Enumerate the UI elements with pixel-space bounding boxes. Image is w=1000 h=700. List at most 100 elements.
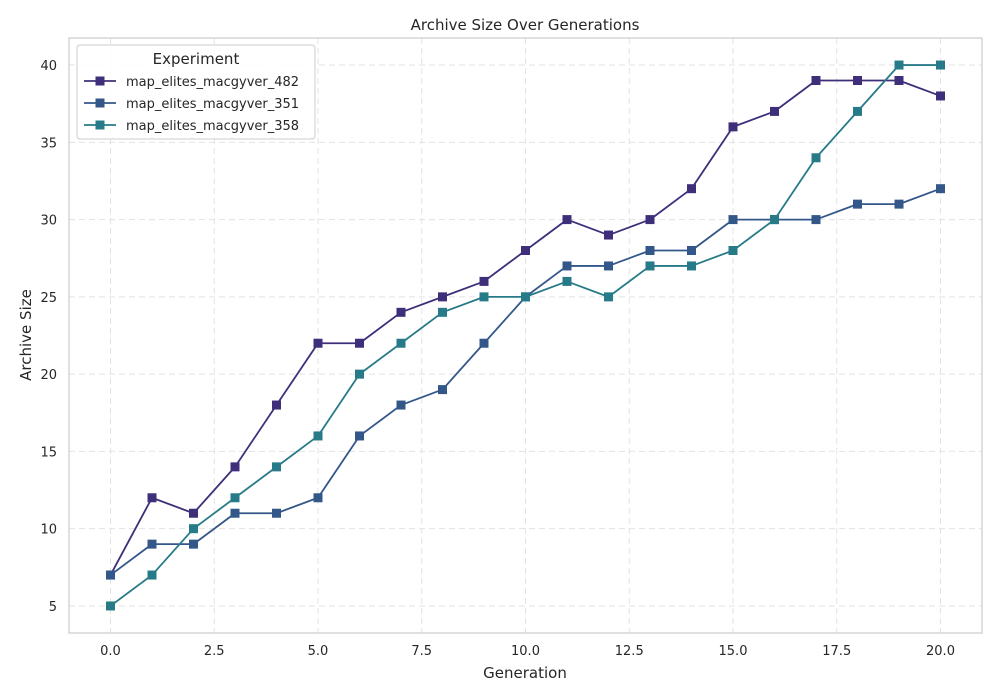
x-tick-label: 0.0 [100, 644, 121, 659]
data-point [770, 106, 779, 116]
data-point [272, 508, 281, 518]
data-point [396, 338, 406, 348]
data-point [479, 276, 489, 286]
data-point [562, 276, 572, 286]
x-tick-label: 10.0 [511, 644, 540, 659]
data-point [728, 215, 738, 225]
data-point [313, 431, 323, 441]
y-tick-label: 25 [40, 291, 57, 306]
legend-entries: map_elites_macgyver_482 map_elites_macgyv… [84, 75, 299, 134]
data-point [189, 508, 198, 518]
data-point [894, 76, 904, 85]
data-point [313, 493, 323, 503]
data-point [811, 76, 821, 85]
data-point [853, 106, 862, 116]
data-point [645, 261, 655, 271]
plot-area-frame [68, 37, 983, 634]
y-axis-ticks: 5 10 15 20 25 30 35 40 [40, 59, 57, 615]
data-point [396, 307, 406, 317]
legend: Experiment map_elites_macgyver_482map_el… [76, 44, 316, 140]
data-point [230, 493, 240, 503]
legend-label: map_elites_macgyver_358 [126, 119, 299, 134]
x-tick-label: 20.0 [926, 644, 955, 659]
x-tick-label: 15.0 [719, 644, 748, 659]
data-point [189, 524, 198, 534]
data-point [438, 292, 447, 302]
y-tick-label: 10 [40, 523, 57, 538]
data-point [604, 261, 613, 271]
grid-lines [69, 38, 982, 633]
series-layer [106, 60, 945, 611]
data-point [438, 385, 447, 395]
data-point [687, 246, 696, 255]
y-tick-label: 20 [40, 368, 57, 383]
data-point [645, 246, 655, 255]
legend-marker [95, 76, 105, 86]
data-point [936, 184, 945, 194]
data-point [604, 292, 613, 302]
data-point [687, 261, 696, 271]
legend-label: map_elites_macgyver_351 [126, 97, 299, 112]
data-point [521, 246, 530, 255]
legend-box [76, 44, 316, 140]
data-point [479, 292, 489, 302]
data-point [479, 338, 489, 348]
legend-entry: map_elites_macgyver_351 [84, 97, 299, 112]
data-point [147, 570, 157, 580]
data-point [728, 246, 738, 255]
data-point [521, 292, 530, 302]
y-axis-label: Archive Size [17, 289, 35, 381]
data-point [147, 539, 157, 549]
series-3 [106, 60, 945, 611]
x-tick-label: 2.5 [204, 644, 225, 659]
y-tick-label: 35 [40, 136, 57, 151]
data-point [230, 508, 240, 518]
data-point [811, 215, 821, 225]
data-point [936, 60, 945, 70]
data-point [396, 400, 406, 410]
x-axis-label: Generation [483, 664, 567, 682]
data-point [604, 230, 613, 240]
data-point [106, 570, 115, 580]
data-point [936, 91, 945, 101]
y-tick-label: 40 [40, 59, 57, 74]
data-point [355, 338, 364, 348]
legend-entry: map_elites_macgyver_482 [84, 75, 299, 90]
data-point [894, 199, 904, 209]
data-point [853, 199, 862, 209]
data-point [811, 153, 821, 163]
y-tick-label: 30 [40, 214, 57, 229]
y-tick-label: 5 [49, 600, 57, 615]
data-point [438, 307, 447, 317]
data-point [189, 539, 198, 549]
legend-marker [95, 98, 105, 108]
data-point [728, 122, 738, 132]
data-point [313, 338, 323, 348]
legend-marker [95, 120, 105, 130]
data-point [770, 215, 779, 225]
y-tick-label: 15 [40, 445, 57, 460]
data-point [894, 60, 904, 70]
legend-entry: map_elites_macgyver_358 [84, 119, 299, 134]
data-point [230, 462, 240, 472]
chart-title: Archive Size Over Generations [411, 16, 640, 34]
data-point [147, 493, 157, 503]
x-axis-ticks: 0.0 2.5 5.0 7.5 10.0 12.5 15.0 17.5 20.0 [100, 644, 955, 659]
data-point [687, 184, 696, 194]
legend-title: Experiment [153, 50, 240, 68]
data-point [562, 215, 572, 225]
x-tick-label: 12.5 [615, 644, 644, 659]
data-point [853, 76, 862, 85]
x-tick-label: 5.0 [308, 644, 329, 659]
data-point [645, 215, 655, 225]
x-tick-label: 7.5 [411, 644, 432, 659]
legend-label: map_elites_macgyver_482 [126, 75, 299, 90]
data-point [355, 369, 364, 379]
data-point [562, 261, 572, 271]
data-point [272, 400, 281, 410]
data-point [355, 431, 364, 441]
data-point [272, 462, 281, 472]
x-tick-label: 17.5 [822, 644, 851, 659]
data-point [106, 601, 115, 611]
